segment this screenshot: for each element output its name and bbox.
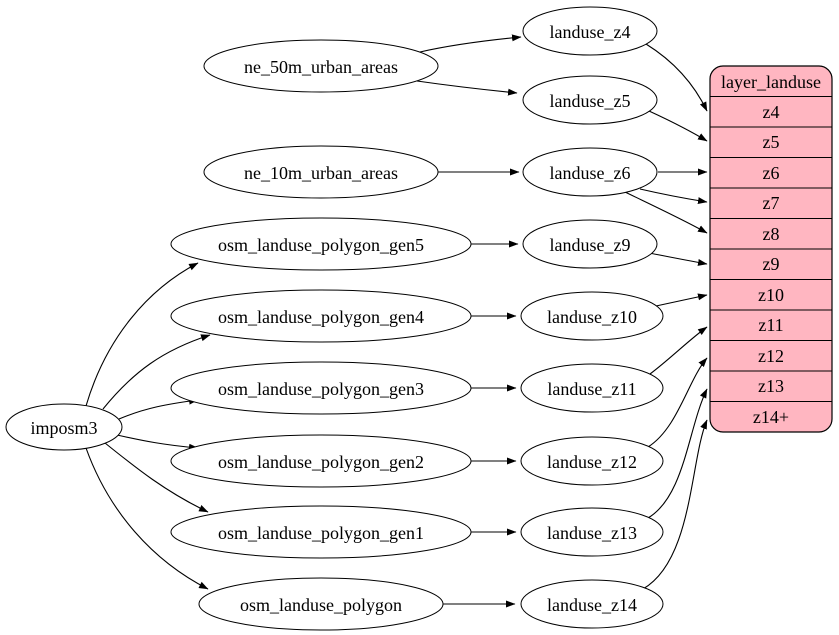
- edge-landuse-z11-row-z11: [649, 326, 708, 375]
- node-landuse-z11: landuse_z11: [520, 363, 664, 413]
- node-ne-50m-urban-areas: ne_50m_urban_areas: [203, 39, 439, 93]
- node-imposm3-shape: [5, 403, 123, 451]
- node-landuse-z14-label: landuse_z14: [547, 595, 637, 615]
- node-osm-landuse-polygon-gen1-shape: [170, 505, 472, 559]
- node-osm-landuse-polygon-gen2-shape: [170, 434, 472, 488]
- node-landuse-z5-label: landuse_z5: [550, 91, 631, 111]
- table-row-z9: z9: [763, 254, 780, 274]
- edge-imposm3-gen1: [104, 442, 209, 513]
- table-row-z7: z7: [763, 193, 780, 213]
- edge-imposm3-gen5: [85, 262, 199, 407]
- node-landuse-z12-label: landuse_z12: [547, 452, 637, 472]
- table-row-z14plus: z14+: [753, 407, 789, 427]
- node-osm-landuse-polygon-gen5: osm_landuse_polygon_gen5: [170, 217, 472, 271]
- node-ne-50m-urban-areas-shape: [203, 39, 439, 93]
- node-landuse-z13-shape: [520, 507, 664, 557]
- node-landuse-z4-label: landuse_z4: [550, 22, 631, 42]
- node-landuse-z11-label: landuse_z11: [547, 379, 636, 399]
- node-osm-landuse-polygon-shape: [198, 577, 444, 631]
- edge-landuse-z12-row-z12: [647, 357, 708, 448]
- edge-imposm3-gen4: [102, 334, 211, 410]
- node-landuse-z14: landuse_z14: [520, 579, 664, 629]
- node-osm-landuse-polygon-gen2-label: osm_landuse_polygon_gen2: [218, 452, 424, 472]
- table-row-z13: z13: [758, 376, 784, 396]
- edge-landuse-z10-row-z10: [655, 293, 708, 307]
- edge-ne50m-landuse-z5: [416, 80, 518, 96]
- node-layer: imposm3 ne_50m_urban_areas ne_10m_urban_…: [5, 6, 664, 631]
- node-landuse-z10-shape: [520, 291, 664, 341]
- node-osm-landuse-polygon-gen2: osm_landuse_polygon_gen2: [170, 434, 472, 488]
- node-landuse-z6-shape: [522, 147, 658, 197]
- node-osm-landuse-polygon-gen4-label: osm_landuse_polygon_gen4: [218, 307, 424, 327]
- node-landuse-z12-shape: [520, 436, 664, 486]
- edge-layer: [85, 34, 708, 608]
- node-osm-landuse-polygon-gen3-label: osm_landuse_polygon_gen3: [218, 379, 424, 399]
- node-imposm3: imposm3: [5, 403, 123, 451]
- node-osm-landuse-polygon-gen4-shape: [170, 289, 472, 343]
- edge-imposm3-gen2: [116, 434, 199, 451]
- edge-imposm3-polygon: [85, 447, 209, 590]
- edge-landuse-z14-row-z14plus: [642, 419, 708, 590]
- node-landuse-z4-shape: [522, 6, 658, 56]
- node-imposm3-label: imposm3: [30, 418, 97, 438]
- node-landuse-z9: landuse_z9: [522, 219, 658, 269]
- edge-ne50m-landuse-z4: [419, 34, 522, 53]
- table-row-z10: z10: [758, 285, 784, 305]
- edge-landuse-z13-row-z13: [647, 388, 708, 519]
- node-landuse-z6-label: landuse_z6: [550, 163, 631, 183]
- node-ne-10m-urban-areas-label: ne_10m_urban_areas: [244, 163, 398, 183]
- node-landuse-z11-shape: [520, 363, 664, 413]
- edge-landuse-z4-row-z4: [645, 43, 708, 112]
- table-row-z5: z5: [763, 132, 780, 152]
- node-ne-50m-urban-areas-label: ne_50m_urban_areas: [244, 57, 398, 77]
- edge-landuse-z5-row-z5: [648, 110, 708, 142]
- table-row-z8: z8: [763, 224, 780, 244]
- node-ne-10m-urban-areas-shape: [203, 145, 439, 199]
- table-row-z4: z4: [763, 102, 780, 122]
- node-osm-landuse-polygon-gen1-label: osm_landuse_polygon_gen1: [218, 523, 424, 543]
- node-osm-landuse-polygon-gen3-shape: [170, 361, 472, 415]
- node-osm-landuse-polygon: osm_landuse_polygon: [198, 577, 444, 631]
- table-row-z11: z11: [758, 315, 783, 335]
- layer-landuse-header: layer_landuse: [721, 72, 821, 92]
- edge-imposm3-gen3: [118, 397, 199, 420]
- layer-landuse-row-separators: [710, 96, 832, 402]
- node-layer-landuse-table: layer_landuse z4 z5 z6 z7 z8 z9 z10 z11 …: [709, 65, 833, 433]
- node-landuse-z10: landuse_z10: [520, 291, 664, 341]
- node-osm-landuse-polygon-gen3: osm_landuse_polygon_gen3: [170, 361, 472, 415]
- node-landuse-z9-label: landuse_z9: [550, 235, 631, 255]
- node-osm-landuse-polygon-label: osm_landuse_polygon: [240, 595, 402, 615]
- node-landuse-z4: landuse_z4: [522, 6, 658, 56]
- node-landuse-z6: landuse_z6: [522, 147, 658, 197]
- edge-landuse-z9-row-z9: [648, 252, 708, 266]
- node-osm-landuse-polygon-gen5-label: osm_landuse_polygon_gen5: [218, 235, 424, 255]
- edge-landuse-z6-row-z7: [639, 188, 708, 205]
- node-landuse-z9-shape: [522, 219, 658, 269]
- node-osm-landuse-polygon-gen1: osm_landuse_polygon_gen1: [170, 505, 472, 559]
- node-landuse-z14-shape: [520, 579, 664, 629]
- table-row-z6: z6: [763, 163, 780, 183]
- node-landuse-z12: landuse_z12: [520, 436, 664, 486]
- node-osm-landuse-polygon-gen5-shape: [170, 217, 472, 271]
- node-landuse-z5-shape: [522, 75, 658, 125]
- node-ne-10m-urban-areas: ne_10m_urban_areas: [203, 145, 439, 199]
- node-landuse-z10-label: landuse_z10: [547, 307, 637, 327]
- node-landuse-z5: landuse_z5: [522, 75, 658, 125]
- edge-landuse-z6-row-z8: [624, 191, 708, 234]
- table-row-z12: z12: [758, 346, 784, 366]
- node-osm-landuse-polygon-gen4: osm_landuse_polygon_gen4: [170, 289, 472, 343]
- node-landuse-z13-label: landuse_z13: [547, 523, 637, 543]
- node-landuse-z13: landuse_z13: [520, 507, 664, 557]
